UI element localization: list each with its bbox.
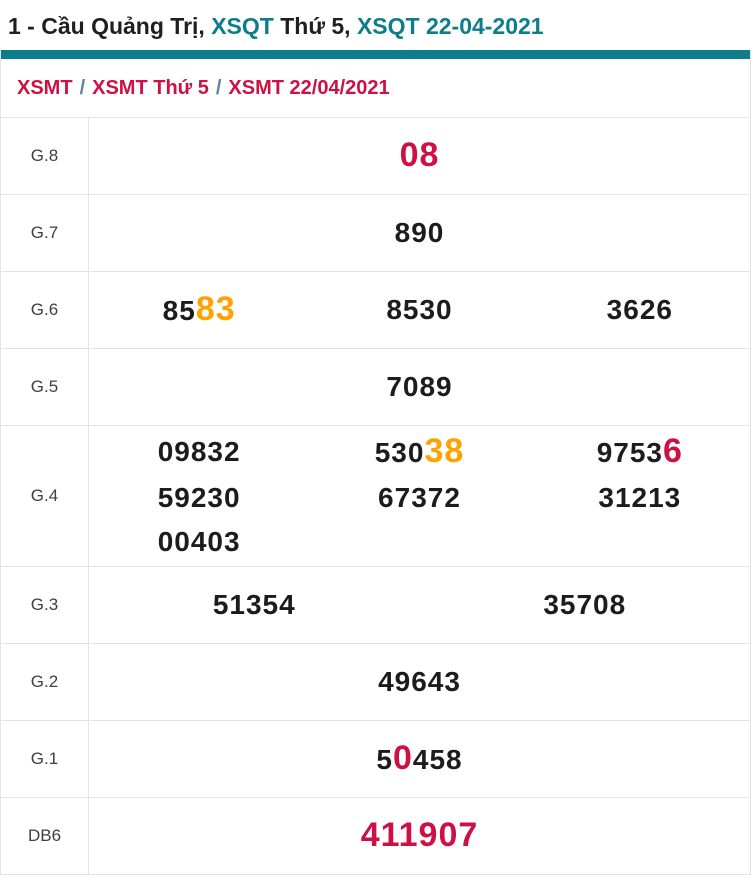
digits: 5 [376,744,393,776]
prize-number: 51354 [213,589,296,621]
page-title-accent: XSQT [211,13,274,39]
prize-label: G.6 [1,271,89,349]
digits: 31213 [598,481,682,513]
prize-values-cell: 890 [89,195,751,272]
prize-row-g5: G.5 7089 [1,348,751,426]
prize-number: 8583 [162,290,236,329]
breadcrumb: XSMT / XSMT Thứ 5 / XSMT 22/04/2021 [1,59,750,117]
digits: 85 [162,295,196,327]
prize-values: 50458 [89,721,750,797]
prize-row-g2: G.2 49643 [1,643,751,721]
prize-row-g1: G.1 50458 [1,720,751,798]
prize-number: 67372 [378,482,461,514]
prize-values: 49643 [89,644,750,720]
prize-values-cell: 8583 8530 3626 [89,272,751,349]
highlighted-digits: 08 [399,136,440,175]
prize-row-g3: G.3 51354 35708 [1,566,751,644]
prize-values-cell: 50458 [89,721,751,798]
page-title: 1 - Cầu Quảng Trị, XSQT Thứ 5, XSQT 22-0… [8,13,751,40]
prize-row-g6: G.6 8583 8530 3626 [1,271,751,349]
digits: 9753 [596,437,663,468]
prize-label: G.7 [1,194,89,272]
prize-row-g7: G.7 890 [1,194,751,272]
digits: 458 [412,744,463,776]
prize-label: G.4 [1,425,89,567]
prize-values: 08 [89,118,750,194]
prize-label: G.3 [1,566,89,644]
prize-number: 3626 [607,294,673,326]
prize-number: 890 [395,217,445,249]
highlighted-digits: 6 [663,432,683,470]
prize-values: 890 [89,195,750,271]
page: 1 - Cầu Quảng Trị, XSQT Thứ 5, XSQT 22-0… [0,13,751,875]
prize-number: 59230 [158,482,241,514]
digits: 09832 [157,435,241,467]
prize-number: 7089 [386,371,452,403]
prize-row-g8: G.8 08 [1,117,751,195]
highlighted-digits: 38 [424,432,465,470]
prize-values: 8583 8530 3626 [89,272,750,348]
breadcrumb-separator: / [79,77,86,99]
prize-values: 09832 53038 97536 59230 67372 31213 00403 [89,426,750,566]
prize-number: 31213 [598,482,681,514]
prize-values-cell: 7089 [89,349,751,426]
prize-number: 411907 [360,816,479,855]
highlighted-digits: 0 [392,739,413,778]
highlighted-digits: 83 [195,290,236,329]
prize-number: 97536 [596,432,683,470]
prize-row-db6: DB6 411907 [1,797,751,875]
prize-number: 50458 [376,739,463,778]
breadcrumb-link[interactable]: XSMT [17,77,73,99]
digits: 67372 [378,481,461,513]
prize-number: 8530 [386,294,452,326]
prize-values: 411907 [89,798,750,874]
prize-values-cell: 411907 [89,798,751,875]
prize-label: G.1 [1,720,89,798]
panel-accent-bar [1,50,750,59]
breadcrumb-link[interactable]: XSMT 22/04/2021 [228,77,390,99]
prize-label: G.5 [1,348,89,426]
prize-values-cell: 09832 53038 97536 59230 67372 31213 00403 [89,426,751,567]
prize-number: 00403 [158,526,241,558]
breadcrumb-separator: / [215,77,222,99]
prize-number: 35708 [543,589,626,621]
breadcrumb-link[interactable]: XSMT Thứ 5 [92,77,209,99]
digits: 49643 [378,665,461,697]
digits: 3626 [606,293,673,325]
prize-values-cell: 51354 35708 [89,567,751,644]
page-title-text: 1 - Cầu Quảng Trị, [8,13,212,39]
prize-row-g4: G.4 09832 53038 97536 59230 67372 31213 00403 [1,425,751,567]
results-panel: XSMT / XSMT Thứ 5 / XSMT 22/04/2021 G.8 08 G.7… [0,50,751,875]
digits: 51354 [212,588,296,620]
digits: 530 [374,437,425,468]
prize-values-cell: 08 [89,118,751,195]
prize-values: 7089 [89,349,750,425]
results-table: G.8 08 G.7 890 G.6 8583 8530 3626 G.5 7089 G.4 0983… [1,117,751,875]
results-table-body: G.8 08 G.7 890 G.6 8583 8530 3626 G.5 7089 G.4 0983… [1,117,751,875]
digits: 7089 [386,370,453,402]
digits: 8530 [386,293,453,325]
digits: 00403 [157,525,241,557]
prize-number: 49643 [378,666,461,698]
prize-number: 09832 [158,436,241,468]
digits: 890 [394,216,445,248]
page-title-text: Thứ 5, [273,13,357,39]
prize-values: 51354 35708 [89,567,750,643]
prize-number: 53038 [374,432,465,470]
highlighted-digits: 411907 [360,816,479,855]
prize-number: 08 [399,136,440,175]
prize-values-cell: 49643 [89,644,751,721]
prize-label: DB6 [1,797,89,875]
prize-label: G.2 [1,643,89,721]
prize-label: G.8 [1,117,89,195]
digits: 59230 [157,481,241,513]
page-title-accent: XSQT 22-04-2021 [356,13,544,39]
digits: 35708 [543,588,627,620]
